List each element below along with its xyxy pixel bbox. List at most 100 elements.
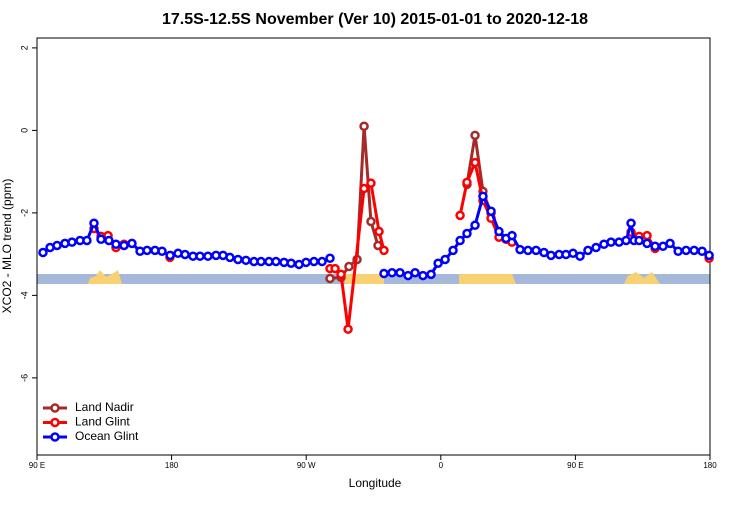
land-patch	[624, 272, 660, 284]
point	[634, 235, 644, 246]
point	[673, 246, 683, 256]
point	[180, 249, 190, 260]
point	[96, 234, 106, 245]
y-tick-label: 2	[19, 45, 29, 50]
point	[157, 246, 167, 256]
point	[286, 258, 296, 268]
point	[271, 256, 281, 267]
point	[515, 244, 525, 255]
point	[462, 228, 472, 239]
series-line	[329, 126, 493, 280]
y-axis-label: XCO2 - MLO trend (ppm)	[0, 179, 14, 314]
point	[583, 245, 593, 256]
point	[359, 121, 369, 132]
point	[195, 251, 205, 261]
point	[507, 230, 517, 241]
point	[379, 268, 389, 279]
point	[374, 226, 384, 237]
point	[440, 254, 450, 265]
point	[67, 237, 77, 247]
legend-marker	[50, 403, 60, 413]
point	[38, 247, 48, 258]
legend-label: Ocean Glint	[75, 429, 139, 443]
point	[233, 254, 243, 265]
legend-marker	[50, 417, 60, 428]
point	[142, 245, 152, 256]
point	[470, 220, 480, 231]
point	[317, 256, 327, 267]
point	[665, 238, 675, 249]
land-patch	[345, 274, 384, 284]
point	[325, 253, 335, 264]
point	[89, 218, 99, 228]
point	[111, 239, 121, 249]
point	[119, 240, 129, 251]
point	[523, 245, 533, 256]
point	[455, 210, 465, 221]
point	[531, 245, 541, 256]
point	[650, 241, 660, 252]
point	[697, 246, 707, 256]
x-tick-label: 180	[703, 461, 717, 470]
point	[165, 250, 175, 261]
point	[410, 267, 420, 278]
y-tick-label: -2	[19, 209, 29, 217]
point	[301, 257, 311, 268]
point	[486, 206, 496, 216]
chart-title: 17.5S-12.5S November (Ver 10) 2015-01-01…	[162, 11, 588, 28]
y-tick-label: -4	[19, 291, 29, 299]
point	[127, 238, 137, 249]
legend-marker	[50, 432, 60, 442]
y-tick-label: 0	[19, 128, 29, 133]
point	[387, 267, 397, 278]
point	[336, 269, 346, 280]
x-tick-label: 90 E	[567, 461, 583, 470]
point	[82, 235, 92, 246]
plot-frame	[36, 37, 711, 456]
point	[494, 226, 504, 237]
point	[681, 245, 691, 256]
point	[241, 255, 251, 266]
point	[455, 235, 465, 246]
point	[343, 324, 353, 334]
point	[470, 130, 480, 141]
point	[462, 177, 472, 188]
x-tick-label: 90 W	[297, 461, 316, 470]
point	[418, 270, 428, 281]
x-axis-label: Longitude	[349, 476, 402, 490]
legend-label: Land Nadir	[75, 400, 134, 414]
point	[256, 256, 266, 267]
point	[575, 251, 585, 261]
point	[433, 258, 443, 268]
point	[642, 238, 652, 249]
point	[203, 251, 213, 261]
y-tick-label: -6	[19, 374, 29, 382]
land-mask-band	[37, 270, 710, 284]
point	[626, 218, 636, 228]
point	[546, 250, 556, 261]
x-tick-label: 0	[439, 461, 444, 470]
point	[366, 178, 376, 188]
land-patch	[459, 274, 516, 284]
land-patch	[88, 270, 122, 284]
point	[225, 252, 235, 263]
point	[448, 245, 458, 256]
point	[704, 250, 714, 261]
point	[642, 230, 652, 241]
point	[478, 191, 488, 202]
point	[606, 237, 616, 247]
point	[426, 269, 436, 280]
legend-label: Land Glint	[75, 415, 130, 429]
point	[359, 183, 369, 194]
point	[325, 273, 335, 284]
point	[395, 267, 405, 278]
point	[330, 263, 340, 274]
point	[344, 261, 354, 272]
point	[591, 242, 601, 253]
point	[309, 256, 319, 267]
point	[470, 157, 480, 168]
point	[689, 245, 699, 256]
x-tick-label: 180	[165, 461, 179, 470]
point	[104, 235, 114, 246]
